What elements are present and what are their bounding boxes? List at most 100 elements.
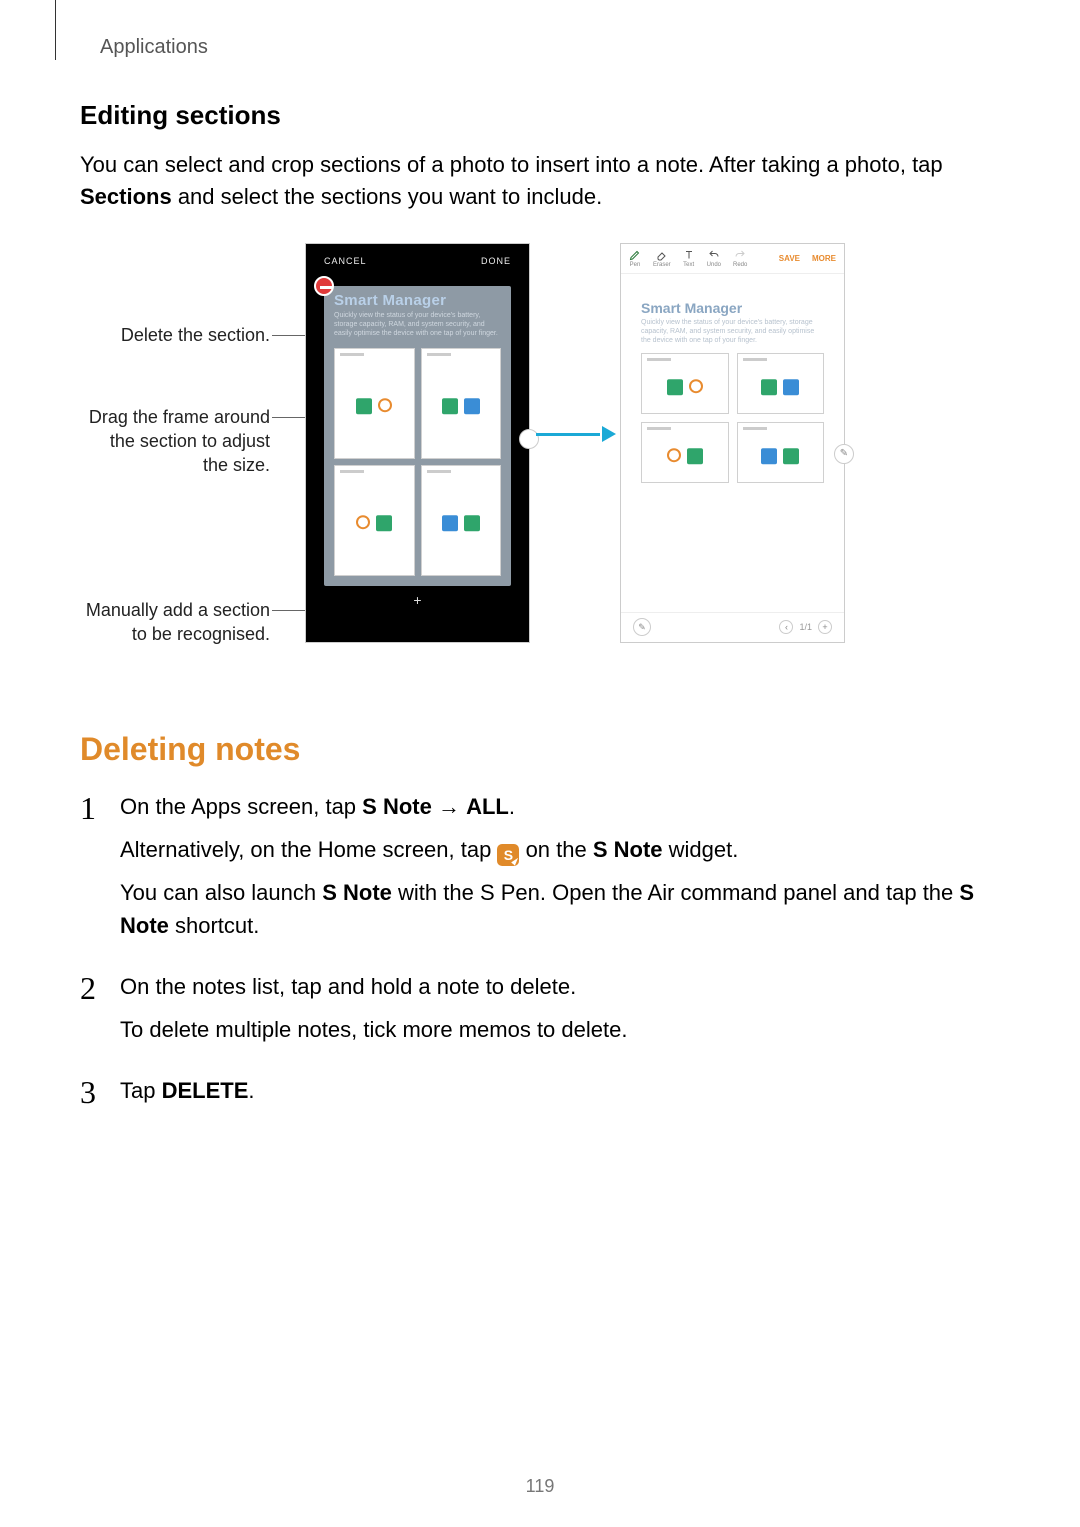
- step-1-line-1: On the Apps screen, tap S Note → ALL.: [120, 790, 1000, 823]
- editing-sections-intro: You can select and crop sections of a ph…: [80, 149, 1000, 213]
- pager-label: 1/1: [799, 622, 812, 632]
- smart-manager-blurb: Quickly view the status of your device's…: [641, 318, 824, 345]
- callout-delete: Delete the section.: [30, 323, 270, 347]
- callout-drag: Drag the frame around the section to adj…: [30, 405, 270, 478]
- circle-icon: [356, 516, 370, 530]
- t: .: [248, 1078, 254, 1103]
- arrow-icon: [464, 399, 480, 415]
- callout-drag-l3: the size.: [203, 455, 270, 475]
- arrow-icon: [783, 379, 799, 395]
- smart-manager-title: Smart Manager: [324, 286, 511, 311]
- circle-icon: [667, 448, 681, 462]
- square-icon: [761, 379, 777, 395]
- sm-card: [421, 465, 502, 576]
- sm-card: [421, 348, 502, 459]
- sm-card: [737, 353, 825, 414]
- t-bold: DELETE: [162, 1078, 249, 1103]
- t: Tap: [120, 1078, 162, 1103]
- arrow-icon: [761, 448, 777, 464]
- sections-photo-crop[interactable]: Smart Manager Quickly view the status of…: [324, 286, 511, 586]
- intro-bold: Sections: [80, 184, 172, 209]
- pager-add[interactable]: +: [818, 620, 832, 634]
- editing-sections-figure: Delete the section. Drag the frame aroun…: [80, 243, 1000, 673]
- callout-drag-l2: the section to adjust: [110, 431, 270, 451]
- t: with the S Pen. Open the Air command pan…: [392, 880, 959, 905]
- t-bold: S Note: [322, 880, 392, 905]
- step-1-line-2: Alternatively, on the Home screen, tap S…: [120, 833, 1000, 867]
- smart-manager-cards: [641, 353, 824, 483]
- sm-card: [641, 353, 729, 414]
- t-bold: S Note: [362, 794, 432, 819]
- screenshot-sections-editor: CANCEL DONE Smart Manager Quickly view t…: [305, 243, 530, 643]
- t: .: [509, 794, 515, 819]
- deleting-notes-steps: On the Apps screen, tap S Note → ALL. Al…: [80, 790, 1000, 1108]
- deleting-notes-heading: Deleting notes: [80, 731, 1000, 768]
- step-1: On the Apps screen, tap S Note → ALL. Al…: [80, 790, 1000, 943]
- step-1-line-3: You can also launch S Note with the S Pe…: [120, 876, 1000, 942]
- smart-manager-blurb: Quickly view the status of your device's…: [324, 311, 511, 344]
- t: shortcut.: [169, 913, 259, 938]
- callout-add-l2: to be recognised.: [132, 624, 270, 644]
- screenshot-snote-editor: Pen Eraser Text Undo Redo SAVE MORE Smar…: [620, 243, 845, 643]
- s-note-icon: S: [497, 844, 519, 866]
- circle-icon: [689, 379, 703, 393]
- square-icon: [442, 399, 458, 415]
- t: Alternatively, on the Home screen, tap: [120, 837, 497, 862]
- step-2-line-1: On the notes list, tap and hold a note t…: [120, 970, 1000, 1003]
- snote-toolbar: Pen Eraser Text Undo Redo SAVE MORE: [621, 244, 844, 274]
- editing-sections-heading: Editing sections: [80, 100, 1000, 131]
- snote-bottom-bar: ✎ ‹ 1/1 +: [621, 612, 844, 642]
- sm-card: [641, 422, 729, 483]
- pager-prev[interactable]: ‹: [779, 620, 793, 634]
- t: widget.: [663, 837, 739, 862]
- text-tool[interactable]: Text: [683, 249, 695, 268]
- circle-icon: [378, 399, 392, 413]
- intro-prefix: You can select and crop sections of a ph…: [80, 152, 943, 177]
- pencil-icon[interactable]: ✎: [834, 444, 854, 464]
- t: →: [432, 794, 466, 819]
- done-button[interactable]: DONE: [481, 256, 511, 266]
- more-button[interactable]: MORE: [812, 254, 836, 263]
- step-2: On the notes list, tap and hold a note t…: [80, 970, 1000, 1046]
- t-bold: S Note: [593, 837, 663, 862]
- snote-canvas[interactable]: Smart Manager Quickly view the status of…: [621, 274, 844, 614]
- page-side-rule: [55, 0, 56, 60]
- stylus-mode-icon[interactable]: ✎: [633, 618, 651, 636]
- sm-card: [334, 348, 415, 459]
- shield-icon: [376, 516, 392, 532]
- smart-manager-title: Smart Manager: [641, 300, 824, 316]
- transition-arrow-icon: [536, 429, 616, 439]
- save-button[interactable]: SAVE: [779, 254, 800, 263]
- callout-drag-l1: Drag the frame around: [89, 407, 270, 427]
- step-2-line-2: To delete multiple notes, tick more memo…: [120, 1013, 1000, 1046]
- sm-card: [334, 465, 415, 576]
- t: On the Apps screen, tap: [120, 794, 362, 819]
- sm-card: [737, 422, 825, 483]
- page-number: 119: [0, 1476, 1080, 1497]
- step-3: Tap DELETE.: [80, 1074, 1000, 1107]
- t-bold: ALL: [466, 794, 509, 819]
- pager: ‹ 1/1 +: [779, 620, 832, 634]
- page-content: Editing sections You can select and crop…: [80, 100, 1000, 1135]
- arrow-icon: [442, 516, 458, 532]
- eraser-tool[interactable]: Eraser: [653, 249, 671, 268]
- add-section-button[interactable]: +: [306, 586, 529, 614]
- square-icon: [356, 399, 372, 415]
- callout-add-l1: Manually add a section: [86, 600, 270, 620]
- square-icon: [667, 379, 683, 395]
- step-3-line-1: Tap DELETE.: [120, 1074, 1000, 1107]
- undo-tool[interactable]: Undo: [707, 249, 721, 268]
- intro-suffix: and select the sections you want to incl…: [172, 184, 602, 209]
- smart-manager-cards: [324, 344, 511, 586]
- t: on the: [519, 837, 592, 862]
- page-header: Applications: [100, 36, 208, 59]
- sections-topbar: CANCEL DONE: [306, 244, 529, 278]
- delete-section-badge[interactable]: [314, 276, 334, 296]
- callout-add: Manually add a section to be recognised.: [30, 598, 270, 647]
- shield-icon: [687, 448, 703, 464]
- t: You can also launch: [120, 880, 322, 905]
- pen-tool[interactable]: Pen: [629, 249, 641, 268]
- cancel-button[interactable]: CANCEL: [324, 256, 367, 266]
- shield-icon: [464, 516, 480, 532]
- redo-tool[interactable]: Redo: [733, 249, 747, 268]
